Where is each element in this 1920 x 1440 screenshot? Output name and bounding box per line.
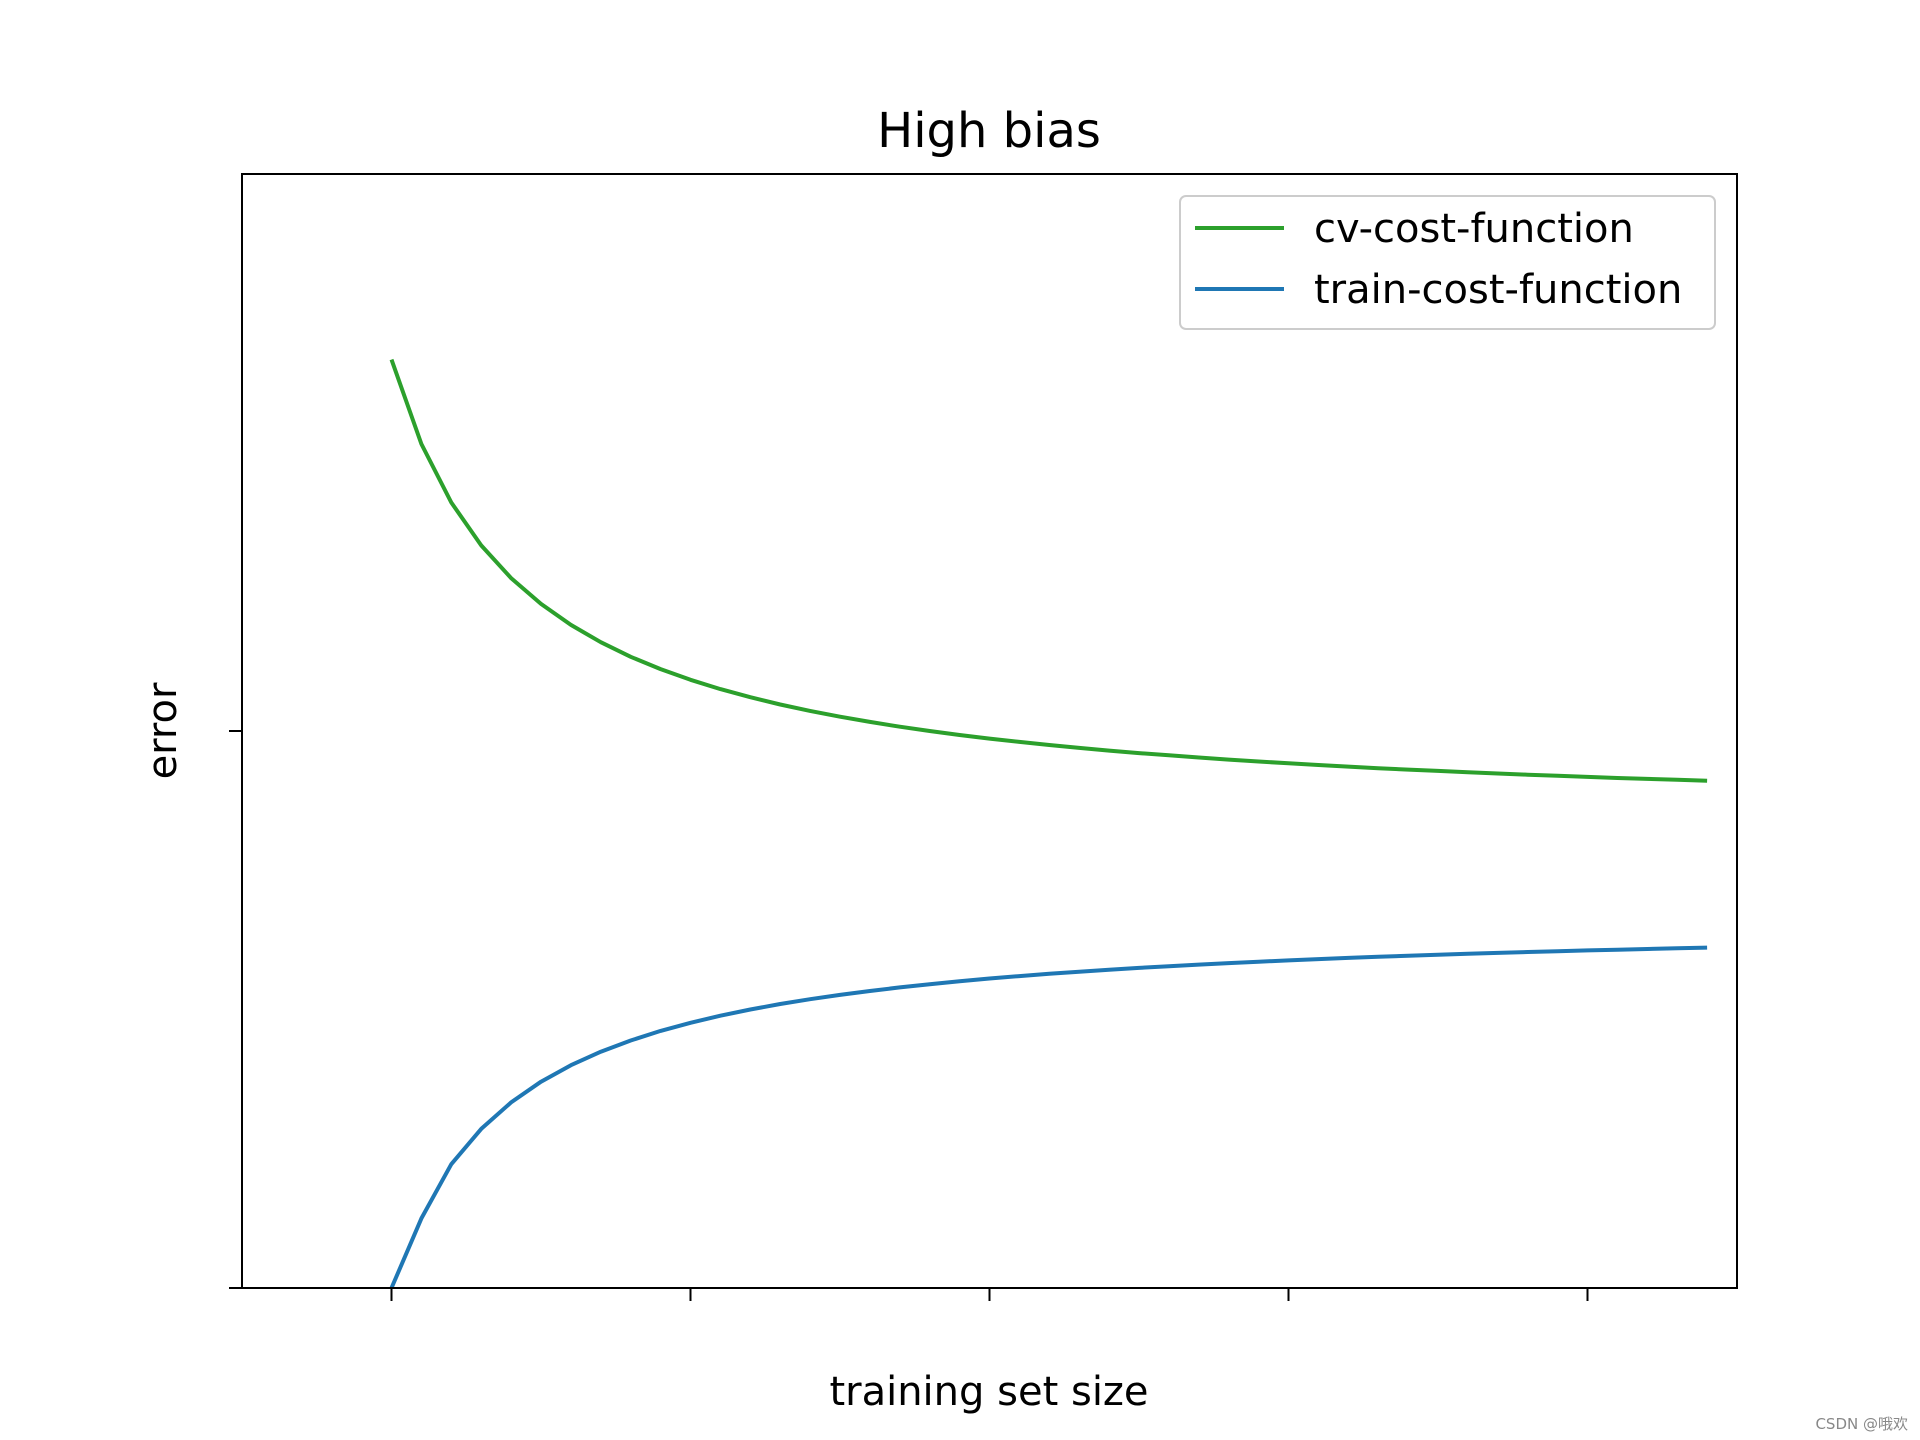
plot-area bbox=[389, 358, 1708, 1289]
y-axis-label: error bbox=[140, 682, 186, 779]
legend-label-cv: cv-cost-function bbox=[1314, 206, 1634, 252]
x-axis-label: training set size bbox=[829, 1369, 1148, 1415]
legend: cv-cost-function train-cost-function bbox=[1179, 195, 1716, 330]
legend-box bbox=[1179, 195, 1716, 330]
watermark: CSDN @哦欢 bbox=[1815, 1415, 1908, 1433]
axis-ticks bbox=[229, 730, 1589, 1301]
series-line-cv-cost-function bbox=[389, 358, 1708, 783]
legend-label-train: train-cost-function bbox=[1314, 267, 1682, 313]
axes-frame bbox=[241, 173, 1738, 1289]
series-line-train-cost-function bbox=[389, 945, 1708, 1289]
chart-title: High bias bbox=[877, 103, 1101, 159]
